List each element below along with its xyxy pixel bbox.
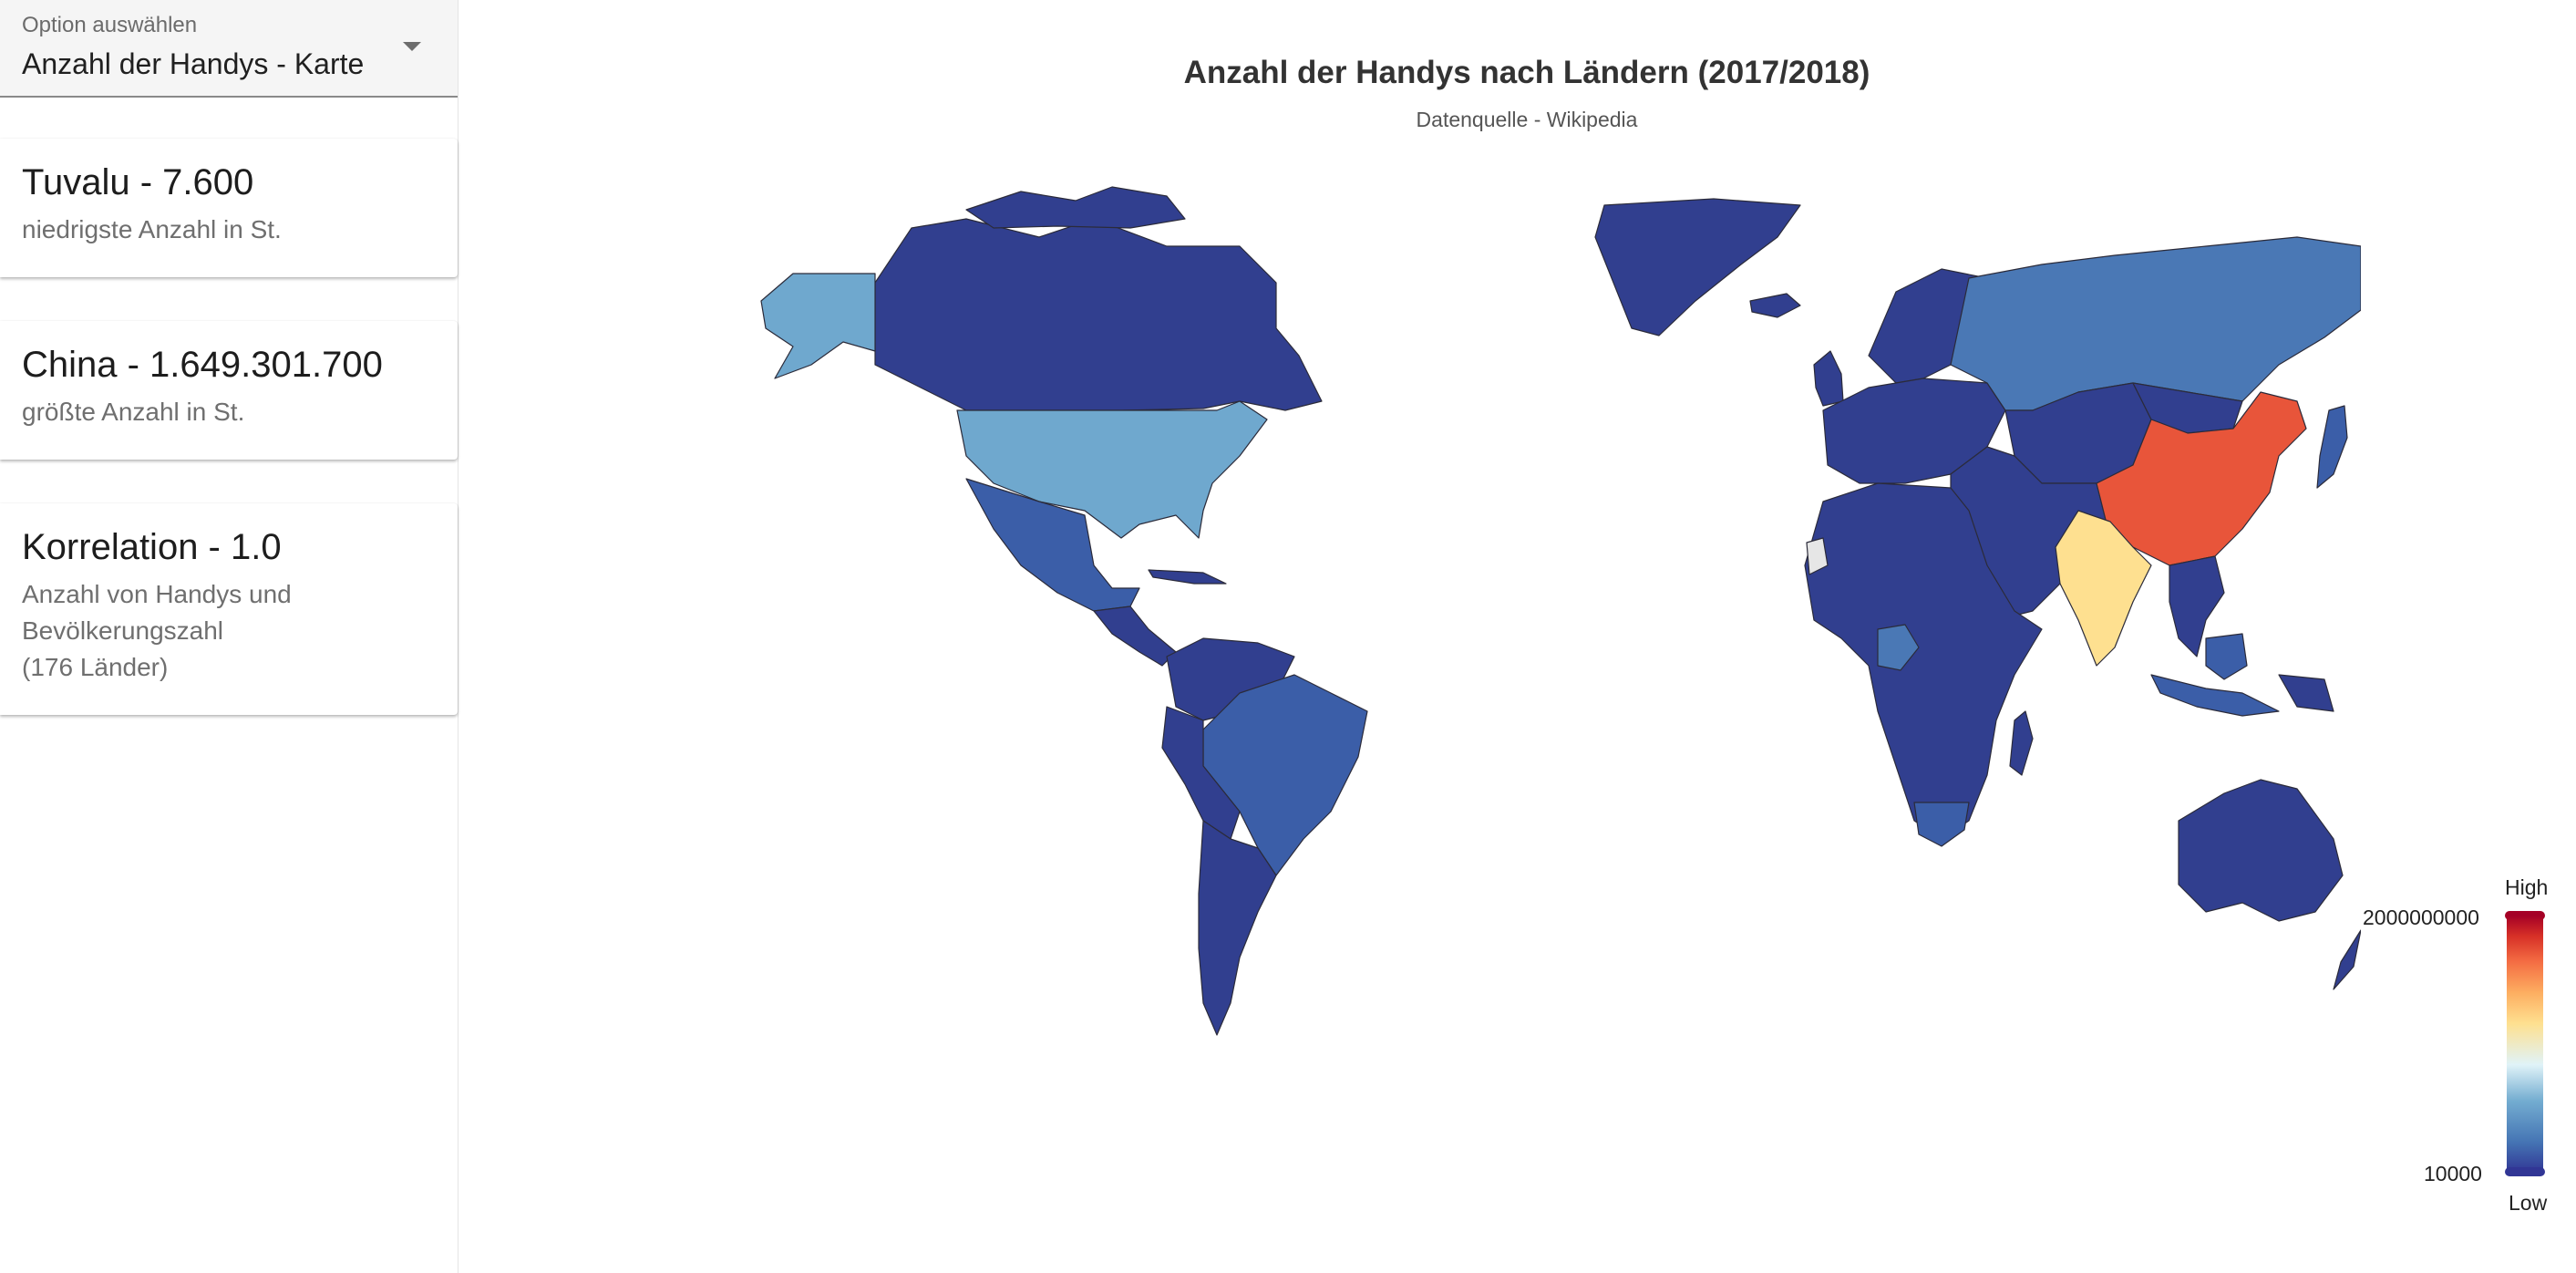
region-cuba[interactable]	[1148, 569, 1227, 585]
region-borneo[interactable]	[2205, 633, 2248, 680]
region-south-africa[interactable]	[1913, 802, 1970, 847]
card-subtitle: niedrigste Anzahl in St.	[22, 215, 282, 243]
region-madagascar[interactable]	[2009, 710, 2034, 776]
region-russia[interactable]	[1950, 236, 2361, 411]
region-iceland[interactable]	[1749, 293, 1801, 318]
legend-high-label: High	[2505, 875, 2549, 899]
region-japan[interactable]	[2316, 405, 2348, 489]
region-africa[interactable]	[1804, 482, 2043, 840]
chart-subtitle: Datenquelle - Wikipedia	[1416, 108, 1638, 131]
color-legend-bar	[2507, 916, 2543, 1173]
legend-min-handle[interactable]	[2505, 1167, 2545, 1176]
region-greenland[interactable]	[1594, 198, 1801, 336]
correlation-card: Korrelation - 1.0 Anzahl von Handys und …	[0, 503, 458, 715]
region-usa[interactable]	[956, 400, 1268, 539]
region-china[interactable]	[2096, 391, 2307, 566]
select-label: Option auswählen	[22, 13, 198, 37]
region-central-america[interactable]	[1093, 605, 1177, 667]
region-canada[interactable]	[874, 218, 1323, 411]
legend-low-label: Low	[2509, 1191, 2548, 1215]
card-title: China - 1.649.301.700	[22, 345, 383, 385]
chart-title: Anzahl der Handys nach Ländern (2017/201…	[1183, 55, 1870, 90]
region-new-zealand[interactable]	[2333, 929, 2361, 990]
region-uk[interactable]	[1813, 350, 1844, 407]
card-title: Korrelation - 1.0	[22, 527, 282, 567]
region-australia[interactable]	[2178, 779, 2344, 922]
lowest-count-card: Tuvalu - 7.600 niedrigste Anzahl in St.	[0, 139, 458, 277]
card-subtitle: größte Anzahl in St.	[22, 398, 245, 426]
region-western-sahara[interactable]	[1806, 537, 1829, 575]
world-map[interactable]	[693, 182, 2361, 1058]
region-india[interactable]	[2055, 510, 2152, 667]
option-select[interactable]: Option auswählen Anzahl der Handys - Kar…	[0, 0, 458, 98]
highest-count-card: China - 1.649.301.700 größte Anzahl in S…	[0, 321, 458, 460]
region-nigeria[interactable]	[1877, 624, 1920, 671]
legend-max-value: 2000000000	[2363, 906, 2479, 929]
region-indonesia[interactable]	[2150, 674, 2280, 717]
card-subtitle-line: (176 Länder)	[22, 653, 169, 681]
select-value[interactable]: Anzahl der Handys - Karte	[22, 47, 365, 80]
region-mexico[interactable]	[965, 478, 1140, 612]
sidebar: Option auswählen Anzahl der Handys - Kar…	[0, 0, 459, 1273]
legend-min-value: 10000	[2424, 1162, 2482, 1185]
chevron-down-icon[interactable]	[403, 42, 421, 51]
region-southeast-asia[interactable]	[2169, 555, 2225, 657]
card-subtitle-line: Anzahl von Handys und	[22, 580, 292, 608]
region-papua[interactable]	[2278, 674, 2334, 712]
region-arctic-islands[interactable]	[965, 186, 1186, 229]
card-subtitle-line: Bevölkerungszahl	[22, 616, 224, 645]
card-title: Tuvalu - 7.600	[22, 162, 254, 202]
region-alaska[interactable]	[760, 273, 876, 379]
region-argentina-chile[interactable]	[1198, 820, 1277, 1036]
